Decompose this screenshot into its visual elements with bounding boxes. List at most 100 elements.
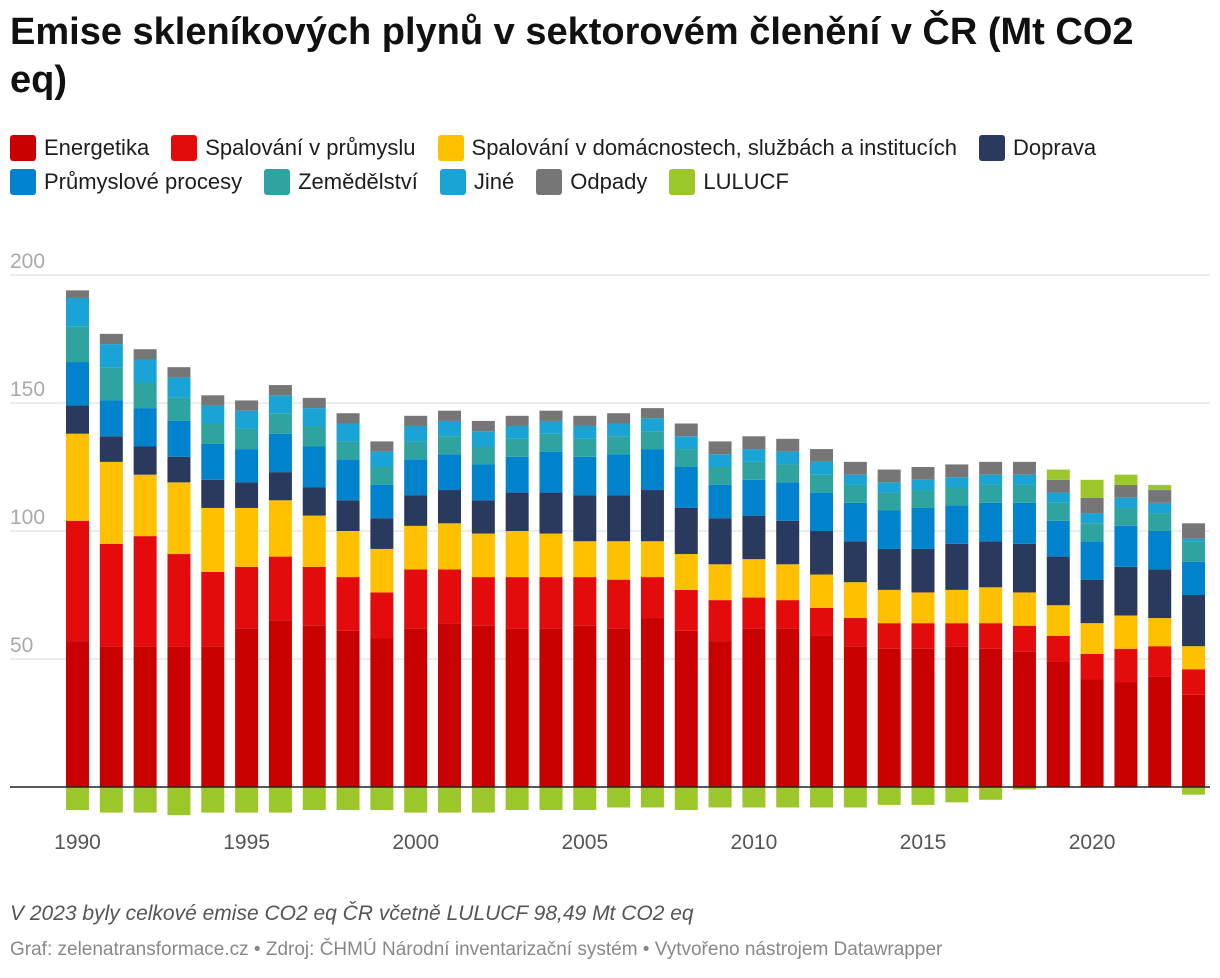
bar-segment: LULUCF 1999: -9 (370, 787, 394, 811)
bar-segment: Spalování v domácnostech, službách a ins… (843, 582, 867, 619)
bar-segment: Spalování v domácnostech, službách a ins… (776, 564, 800, 601)
bar-segment: Spalování v domácnostech, službách a ins… (674, 554, 698, 590)
legend-item: Zemědělství (264, 168, 418, 196)
bar-segment: Odpady 2011: 5 (776, 438, 800, 452)
legend: Energetika Spalování v průmyslu Spalování … (10, 134, 1210, 196)
legend-label: Jiné (473, 169, 515, 194)
bar-segment: Energetika 2008: 61 (674, 630, 698, 787)
legend-item: Odpady (536, 168, 647, 196)
legend-item: Spalování v domácnostech, službách a ins… (437, 134, 958, 162)
bar-segment: Jiné 2012: 5 (810, 461, 834, 475)
bar-segment: Průmyslové procesy 1998: 16 (336, 459, 360, 501)
bar-segment: Spalování v průmyslu 1993: 36 (167, 554, 191, 647)
legend-swatch (10, 135, 36, 161)
bar-segment: LULUCF 1992: -10 (133, 787, 157, 813)
bar-segment: Zemědělství 2018: 7 (1012, 484, 1036, 503)
bar-segment: Doprava 2020: 17 (1080, 579, 1104, 624)
bar-segment: Spalování v průmyslu 2018: 10 (1012, 625, 1036, 652)
bar-segment: Doprava 2010: 17 (742, 515, 766, 560)
bar-segment: Odpady 2023: 6 (1182, 523, 1206, 539)
bar-segment: Spalování v průmyslu 2004: 20 (539, 577, 563, 629)
bar-segment: Jiné 1993: 8 (167, 377, 191, 398)
bar-segment: Odpady 2013: 5 (843, 461, 867, 475)
bar-segment: Průmyslové procesy 2002: 14 (471, 464, 495, 501)
bar-segment: Doprava 2023: 20 (1182, 595, 1206, 647)
bar-segment: Spalování v průmyslu 2005: 19 (573, 577, 597, 626)
bar-segment: Spalování v průmyslu 1991: 40 (99, 543, 123, 647)
legend-label: Spalování v domácnostech, službách a ins… (471, 135, 958, 160)
bar-segment: Jiné 2013: 4 (843, 474, 867, 485)
bar-segment: Spalování v průmyslu 2021: 13 (1114, 648, 1138, 683)
legend-label: Zemědělství (298, 169, 418, 194)
bar-segment: Spalování v průmyslu 2008: 16 (674, 589, 698, 631)
bar-segment: Zemědělství 2002: 7 (471, 446, 495, 465)
y-tick-label: 150 (10, 378, 45, 401)
bar-segment: LULUCF 2019: 4 (1046, 469, 1070, 480)
bar-segment: Jiné 1990: 11 (66, 298, 89, 327)
bar-segment: LULUCF 2008: -9 (674, 787, 698, 811)
bar-segment: LULUCF 1994: -10 (201, 787, 225, 813)
bar-segment: Energetika 2018: 53 (1012, 651, 1036, 787)
bar-segment: Odpady 2008: 5 (674, 423, 698, 437)
bar-segment: Průmyslové procesy 2015: 16 (911, 507, 935, 549)
chart-title: Emise skleníkových plynů v sektorovém čl… (10, 11, 1134, 101)
bar-segment: Spalování v domácnostech, službách a ins… (911, 592, 935, 624)
bar-segment: Zemědělství 2015: 7 (911, 490, 935, 508)
legend-swatch (536, 169, 563, 195)
bar-segment: Odpady 2018: 5 (1012, 461, 1036, 475)
bar-segment: Zemědělství 2000: 7 (404, 441, 428, 460)
bar-segment: Odpady 1999: 4 (370, 441, 394, 452)
bar-segment: Spalování v průmyslu 2022: 12 (1148, 646, 1172, 677)
bar-segment: Spalování v domácnostech, službách a ins… (573, 541, 597, 578)
bar-segment: Energetika 2006: 62 (607, 628, 631, 787)
bar-segment: Odpady 2006: 4 (607, 413, 631, 424)
bar-segment: Energetika 2022: 43 (1148, 676, 1172, 787)
bar-segment: Spalování v domácnostech, službách a ins… (945, 589, 969, 624)
bar-segment: Zemědělství 2019: 7 (1046, 502, 1070, 521)
bar-segment: Energetika 2002: 63 (471, 625, 495, 787)
bar-segment: Jiné 2018: 4 (1012, 474, 1036, 485)
bar-segment: Doprava 2003: 15 (505, 492, 529, 531)
axes: 200 150 100 50 1990 1995 2000 2005 2010 2015 2020 (10, 250, 1210, 854)
x-tick-label: 2005 (561, 831, 608, 854)
x-tick-label: 2000 (392, 831, 439, 854)
bar-segment: Průmyslové procesy 1997: 16 (302, 446, 326, 488)
bar-segment: Doprava 2012: 17 (810, 531, 834, 575)
legend-swatch (669, 169, 696, 195)
bar-segment: Průmyslové procesy 2017: 15 (979, 502, 1003, 542)
bar-segment: Spalování v domácnostech, službách a ins… (438, 523, 462, 570)
bar-segment: Jiné 2008: 5 (674, 436, 698, 450)
bar-segment: Odpady 2012: 5 (810, 449, 834, 462)
bar-segment: Průmyslové procesy 2012: 15 (810, 492, 834, 531)
bar-segment: Odpady 1994: 4 (201, 395, 225, 406)
chart-note: V 2023 byly celkové emise CO2 eq ČR včet… (10, 902, 694, 925)
bar-segment: Spalování v domácnostech, službách a ins… (133, 474, 157, 537)
bar-segment: LULUCF 2018: -1 (1012, 787, 1036, 790)
bar-segment: Odpady 2004: 4 (539, 410, 563, 421)
bar-segment: Spalování v domácnostech, službách a ins… (235, 507, 259, 567)
bar-segment: LULUCF 1991: -10 (99, 787, 123, 813)
bar-segment: Zemědělství 2021: 7 (1114, 507, 1138, 526)
bar-segment: Spalování v průmyslu 2010: 12 (742, 597, 766, 629)
bar-segment: Doprava 1992: 11 (133, 446, 157, 475)
bar-segment: Zemědělství 2007: 7 (640, 431, 664, 450)
bar-segment: Jiné 2015: 4 (911, 479, 935, 491)
bar-segment: Průmyslové procesy 1999: 13 (370, 484, 394, 519)
bar-segment: Energetika 2005: 63 (573, 625, 597, 787)
bar-segment: Průmyslové procesy 2004: 16 (539, 451, 563, 493)
bar-segment: Odpady 2002: 4 (471, 420, 495, 432)
bar-segment: Spalování v průmyslu 1994: 29 (201, 571, 225, 647)
bar-segment: Energetika 2003: 62 (505, 628, 529, 787)
bar-segment: Spalování v domácnostech, službách a ins… (1046, 605, 1070, 636)
bar-segment: LULUCF 2016: -6 (945, 787, 969, 803)
bar-segment: Spalování v domácnostech, službách a ins… (539, 533, 563, 578)
bar-segment: Energetika 2020: 42 (1080, 679, 1104, 787)
x-tick-label: 2015 (900, 831, 947, 854)
bar-segment: Jiné 2007: 5 (640, 418, 664, 432)
bar-segment: Energetika 2004: 62 (539, 628, 563, 787)
bar-segment: Zemědělství 2008: 7 (674, 449, 698, 467)
bar-segment: Energetika 1997: 63 (302, 625, 326, 787)
bar-segment: Spalování v průmyslu 2007: 16 (640, 577, 664, 619)
